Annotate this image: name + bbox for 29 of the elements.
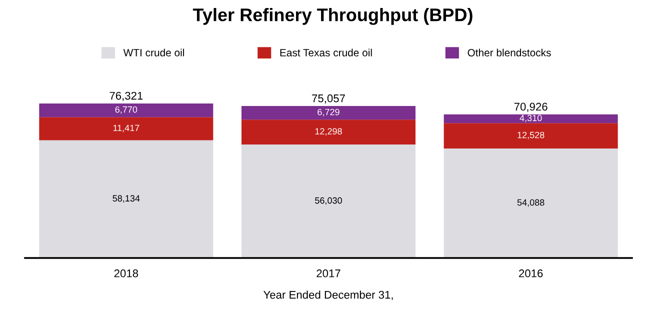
x-axis-title: Year Ended December 31, [263,290,393,300]
bar [444,114,618,124]
x-tick-label: 2018 [114,269,138,278]
data-label: 58,134 [112,195,140,203]
total-label: 76,321 [110,92,143,102]
data-label: 56,030 [315,197,342,205]
total-label: 70,926 [514,102,548,112]
bar [39,140,214,258]
data-label: 54,088 [517,199,544,207]
legend-label: East Texas crude oil [280,48,372,56]
chart-title: Tyler Refinery Throughput (BPD) [192,8,472,25]
legend-label: Other blendstocks [468,48,551,56]
bar [444,148,618,258]
bar [39,103,214,118]
bar [241,106,416,120]
data-label: 4,310 [520,114,542,122]
total-label: 75,057 [312,94,345,104]
data-label: 6,729 [318,108,340,116]
data-label: 11,417 [113,124,140,132]
x-tick-label: 2016 [519,269,543,278]
legend-label: WTI crude oil [123,48,184,56]
data-label: 6,770 [115,106,138,114]
bar [444,123,618,148]
bar [39,117,214,140]
bar [241,144,416,258]
data-label: 12,298 [315,128,342,136]
data-label: 12,528 [518,132,544,140]
bar [241,120,416,145]
x-tick-label: 2017 [316,269,340,278]
